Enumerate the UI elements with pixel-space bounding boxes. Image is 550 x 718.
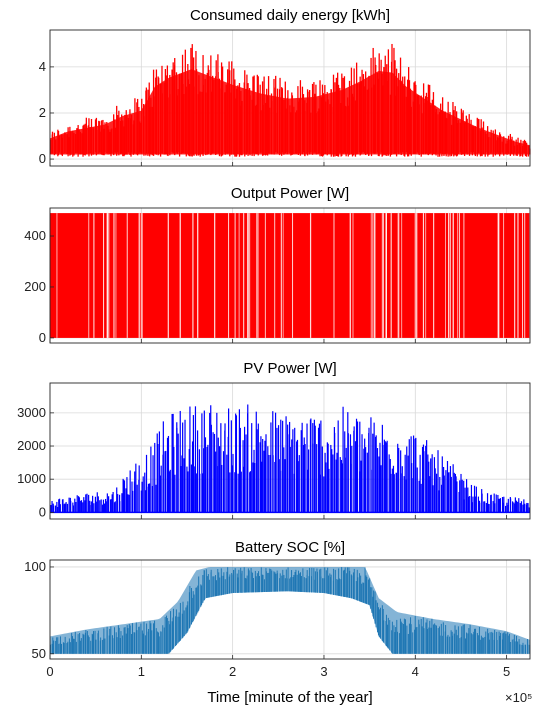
panel-output-power: Output Power [W] 0 200 400 xyxy=(24,185,531,345)
plot-frame xyxy=(49,207,531,344)
plot-frame xyxy=(49,559,531,660)
y-tick-label: 4 xyxy=(39,59,46,74)
y-tick-label: 0 xyxy=(39,151,46,166)
y-tick-label: 1000 xyxy=(17,471,46,486)
panel-title: Consumed daily energy [kWh] xyxy=(190,7,390,24)
trace-envelope-fill xyxy=(50,69,530,155)
x-tick-label: 0 xyxy=(46,664,53,679)
x-tick-label: 5 xyxy=(503,664,510,679)
y-tick-label: 100 xyxy=(24,559,46,574)
panel-pv-power: PV Power [W] 0 1000 2000 3000 xyxy=(17,360,531,520)
y-tick-label: 0 xyxy=(39,330,46,345)
x-tick-label: 1 xyxy=(138,664,145,679)
series-trace xyxy=(50,43,531,157)
y-tick-label: 400 xyxy=(24,228,46,243)
x-axis-label: Time [minute of the year] xyxy=(207,689,372,706)
y-tick-label: 2 xyxy=(39,105,46,120)
series-trace xyxy=(50,213,531,338)
y-tick-label: 2000 xyxy=(17,438,46,453)
x-tick-label: 4 xyxy=(412,664,419,679)
plot-frame xyxy=(49,382,531,520)
panel-consumed-energy: Consumed daily energy [kWh] 0 2 4 xyxy=(39,7,531,167)
panel-title: Battery SOC [%] xyxy=(235,539,345,556)
y-tick-label: 0 xyxy=(39,504,46,519)
y-tick-label: 3000 xyxy=(17,405,46,420)
series-trace xyxy=(50,404,530,514)
y-tick-label: 50 xyxy=(32,646,46,661)
y-tick-label: 200 xyxy=(24,279,46,294)
plot-frame xyxy=(49,29,531,167)
x-tick-label: 3 xyxy=(320,664,327,679)
panel-title: PV Power [W] xyxy=(243,360,336,377)
panel-battery-soc: Battery SOC [%] 50 100 0 1 2 3 4 5 xyxy=(24,539,531,679)
x-axis-scale-label: ×10⁵ xyxy=(505,690,532,705)
panel-title: Output Power [W] xyxy=(231,185,349,202)
x-tick-label: 2 xyxy=(229,664,236,679)
series-trace xyxy=(49,566,531,654)
